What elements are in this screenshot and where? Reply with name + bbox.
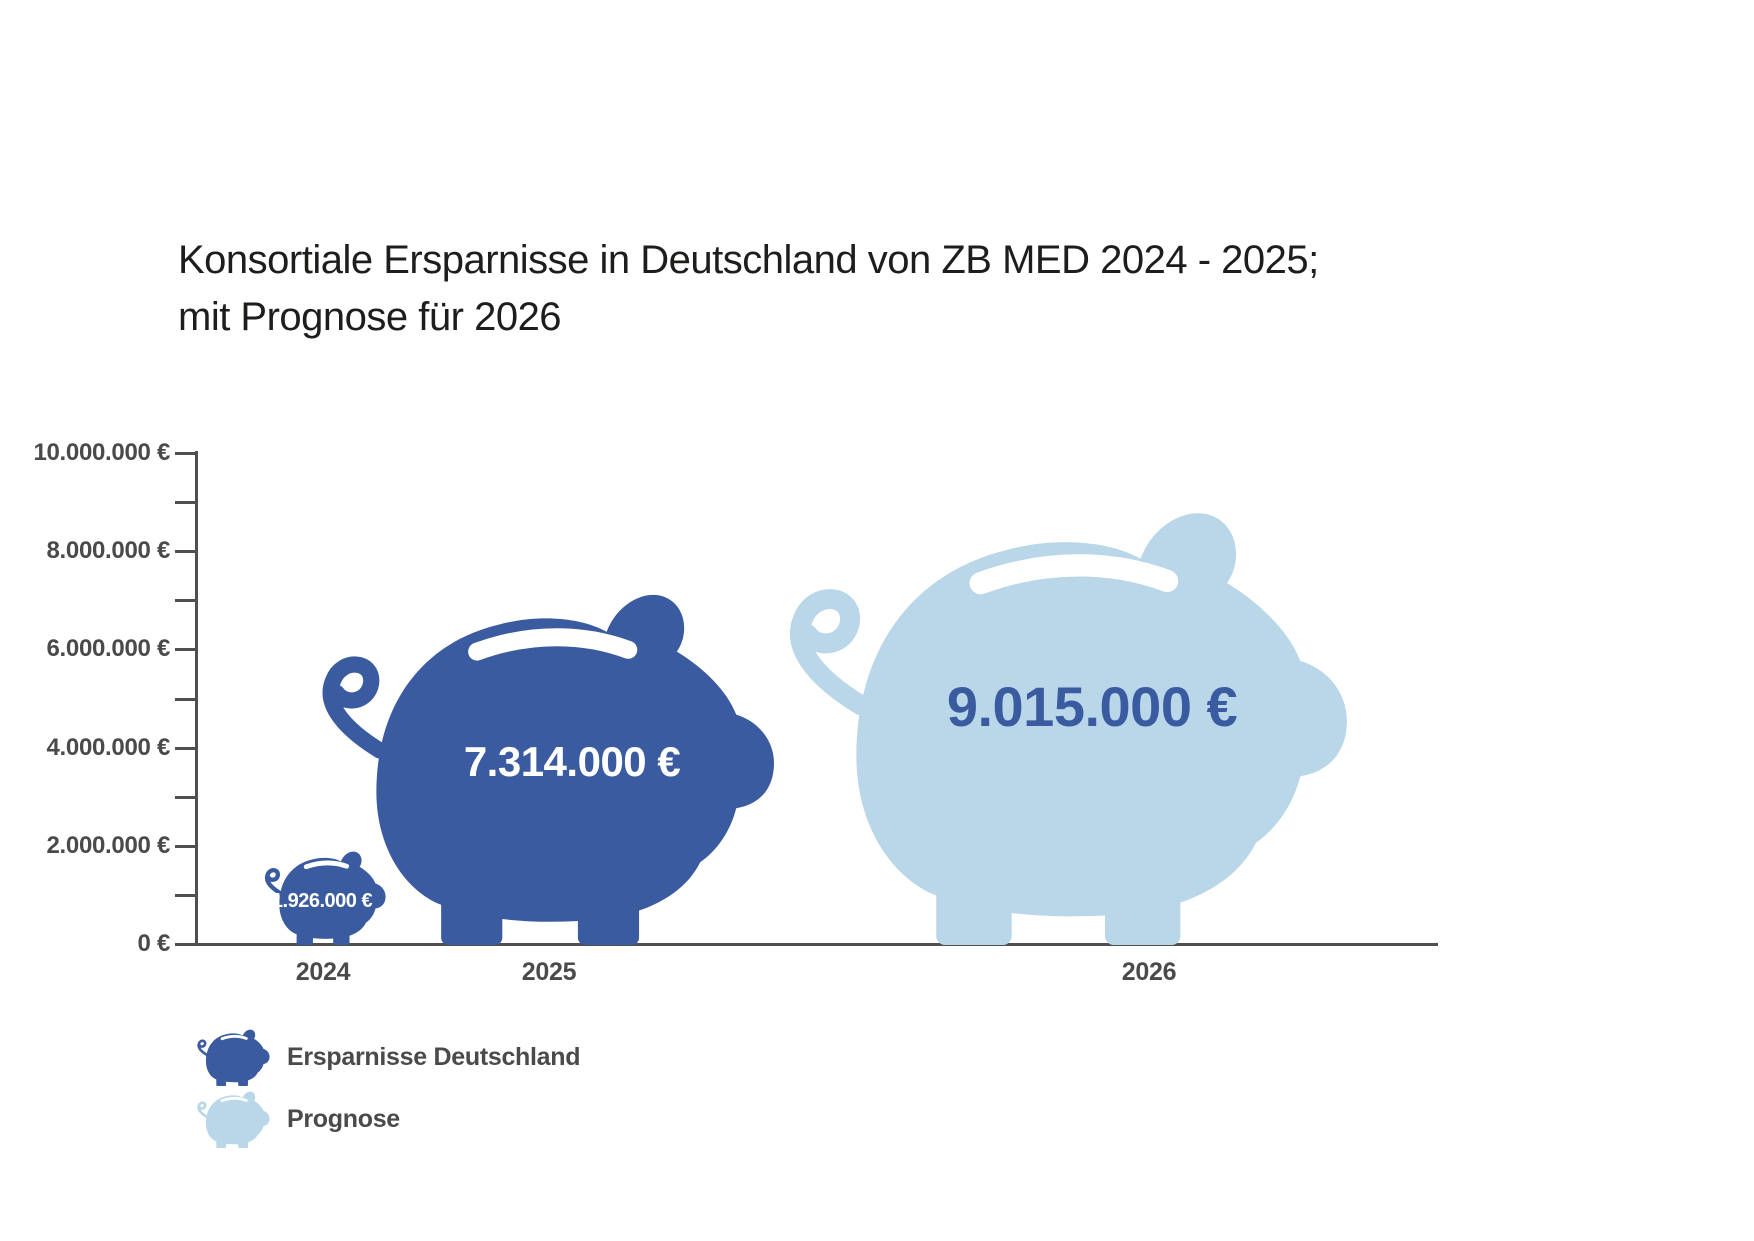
y-tick-minor bbox=[175, 698, 197, 701]
y-tick-label-4m: 4.000.000 € bbox=[46, 734, 171, 761]
y-tick-label-2m: 2.000.000 € bbox=[46, 832, 171, 859]
value-label-2024: 1.926.000 € bbox=[271, 890, 373, 912]
y-tick-label-6m: 6.000.000 € bbox=[46, 635, 171, 662]
chart-title: Konsortiale Ersparnisse in Deutschland v… bbox=[178, 232, 1319, 346]
y-tick-label-0: 0 € bbox=[137, 930, 171, 957]
x-tick-label-2024: 2024 bbox=[295, 958, 351, 986]
y-tick-major bbox=[175, 550, 197, 553]
y-tick-major bbox=[175, 943, 197, 946]
legend-piggy-dark-icon bbox=[195, 1028, 271, 1086]
legend-label-prognose: Prognose bbox=[287, 1104, 400, 1133]
y-tick-minor bbox=[175, 599, 197, 602]
y-tick-label-8m: 8.000.000 € bbox=[46, 537, 171, 564]
y-tick-minor bbox=[175, 796, 197, 799]
x-axis-line bbox=[195, 943, 1438, 946]
value-label-2025: 7.314.000 € bbox=[463, 738, 681, 785]
legend-piggy-light-icon bbox=[195, 1090, 271, 1148]
y-tick-minor bbox=[175, 501, 197, 504]
y-tick-minor bbox=[175, 894, 197, 897]
legend-item-ersparnisse: Ersparnisse Deutschland bbox=[195, 1028, 581, 1086]
y-tick-major bbox=[175, 452, 197, 455]
x-tick-label-2026: 2026 bbox=[1121, 958, 1177, 986]
value-label-2026: 9.015.000 € bbox=[946, 675, 1238, 738]
legend-item-prognose: Prognose bbox=[195, 1090, 580, 1148]
legend-label-ersparnisse: Ersparnisse Deutschland bbox=[287, 1042, 581, 1071]
chart-title-line1: Konsortiale Ersparnisse in Deutschland v… bbox=[178, 238, 1319, 282]
y-tick-label-10m: 10.000.000 € bbox=[33, 439, 170, 466]
x-tick-label-2025: 2025 bbox=[521, 958, 577, 986]
y-tick-major bbox=[175, 648, 197, 651]
legend: Ersparnisse Deutschland Prognose bbox=[195, 1028, 581, 1152]
y-tick-major bbox=[175, 845, 197, 848]
y-tick-major bbox=[175, 747, 197, 750]
chart-title-line2: mit Prognose für 2026 bbox=[178, 295, 562, 339]
